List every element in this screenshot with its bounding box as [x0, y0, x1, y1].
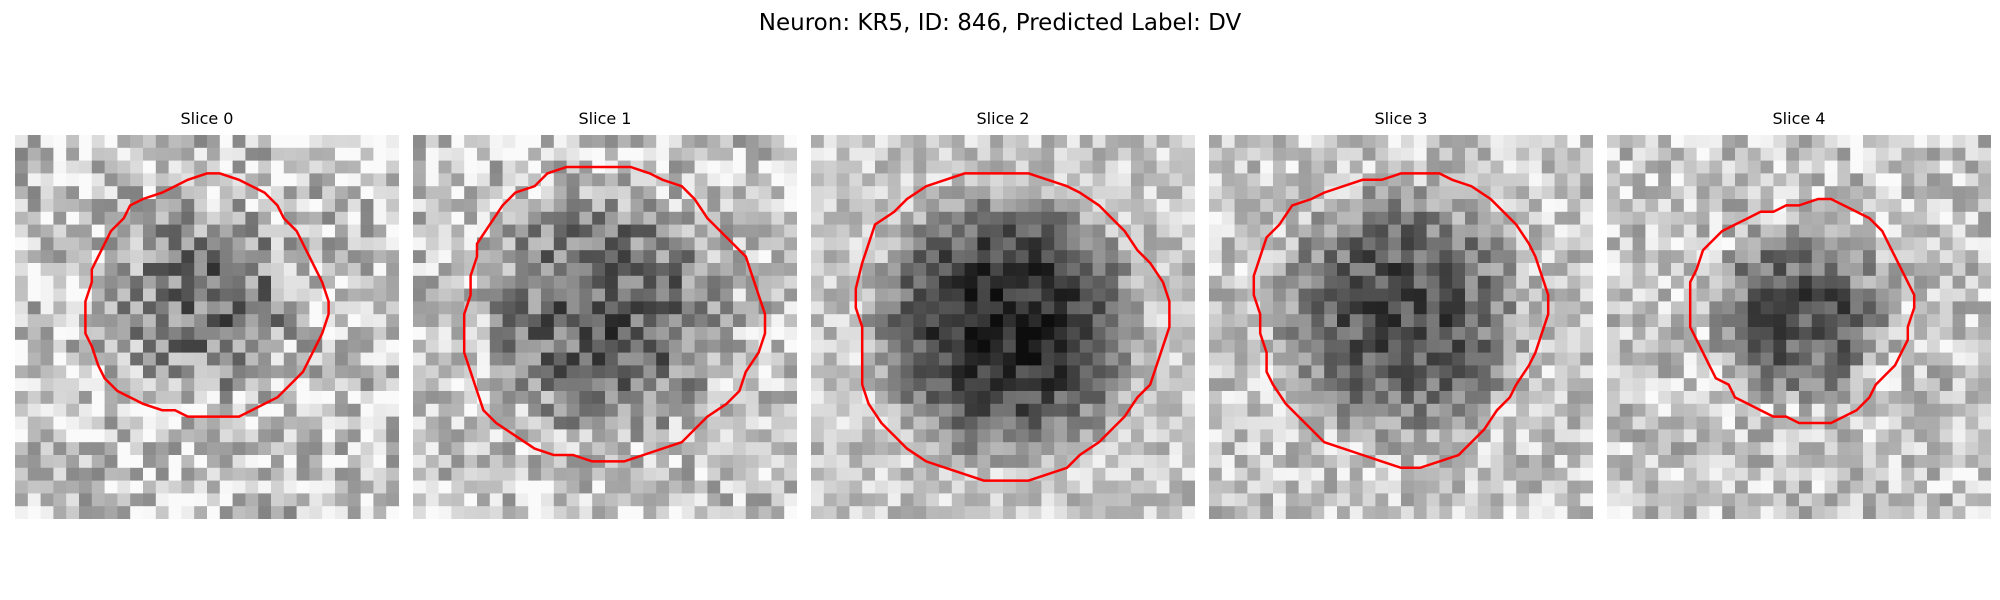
- slice-panel-4: Slice 4: [1607, 108, 1991, 519]
- figure-title: Neuron: KR5, ID: 846, Predicted Label: D…: [758, 10, 1242, 36]
- slice-image-2: [811, 135, 1195, 519]
- roi-contour: [854, 172, 1171, 482]
- slice-image-0: [15, 135, 399, 519]
- slice-title-1: Slice 1: [578, 109, 632, 128]
- slice-title-0: Slice 0: [180, 109, 234, 128]
- slice-image-3: [1209, 135, 1593, 519]
- slice-panel-2: Slice 2: [811, 108, 1195, 519]
- slice-image-4: [1607, 135, 1991, 519]
- slice-image-1: [413, 135, 797, 519]
- slice-pixels: [413, 135, 797, 519]
- slice-pixels: [15, 135, 399, 519]
- slice-pixels: [1209, 135, 1593, 519]
- slice-pixels: [811, 135, 1195, 519]
- slice-panel-0: Slice 0: [15, 108, 399, 519]
- roi-contour: [1252, 172, 1550, 470]
- slice-title-4: Slice 4: [1772, 109, 1826, 128]
- roi-contour: [1688, 197, 1916, 425]
- slice-panel-3: Slice 3: [1209, 108, 1593, 519]
- slice-pixels: [1607, 135, 1991, 519]
- slice-title-3: Slice 3: [1374, 109, 1428, 128]
- roi-contour: [462, 165, 767, 463]
- slice-panel-1: Slice 1: [413, 108, 797, 519]
- slice-title-2: Slice 2: [976, 109, 1030, 128]
- roi-contour: [84, 172, 330, 418]
